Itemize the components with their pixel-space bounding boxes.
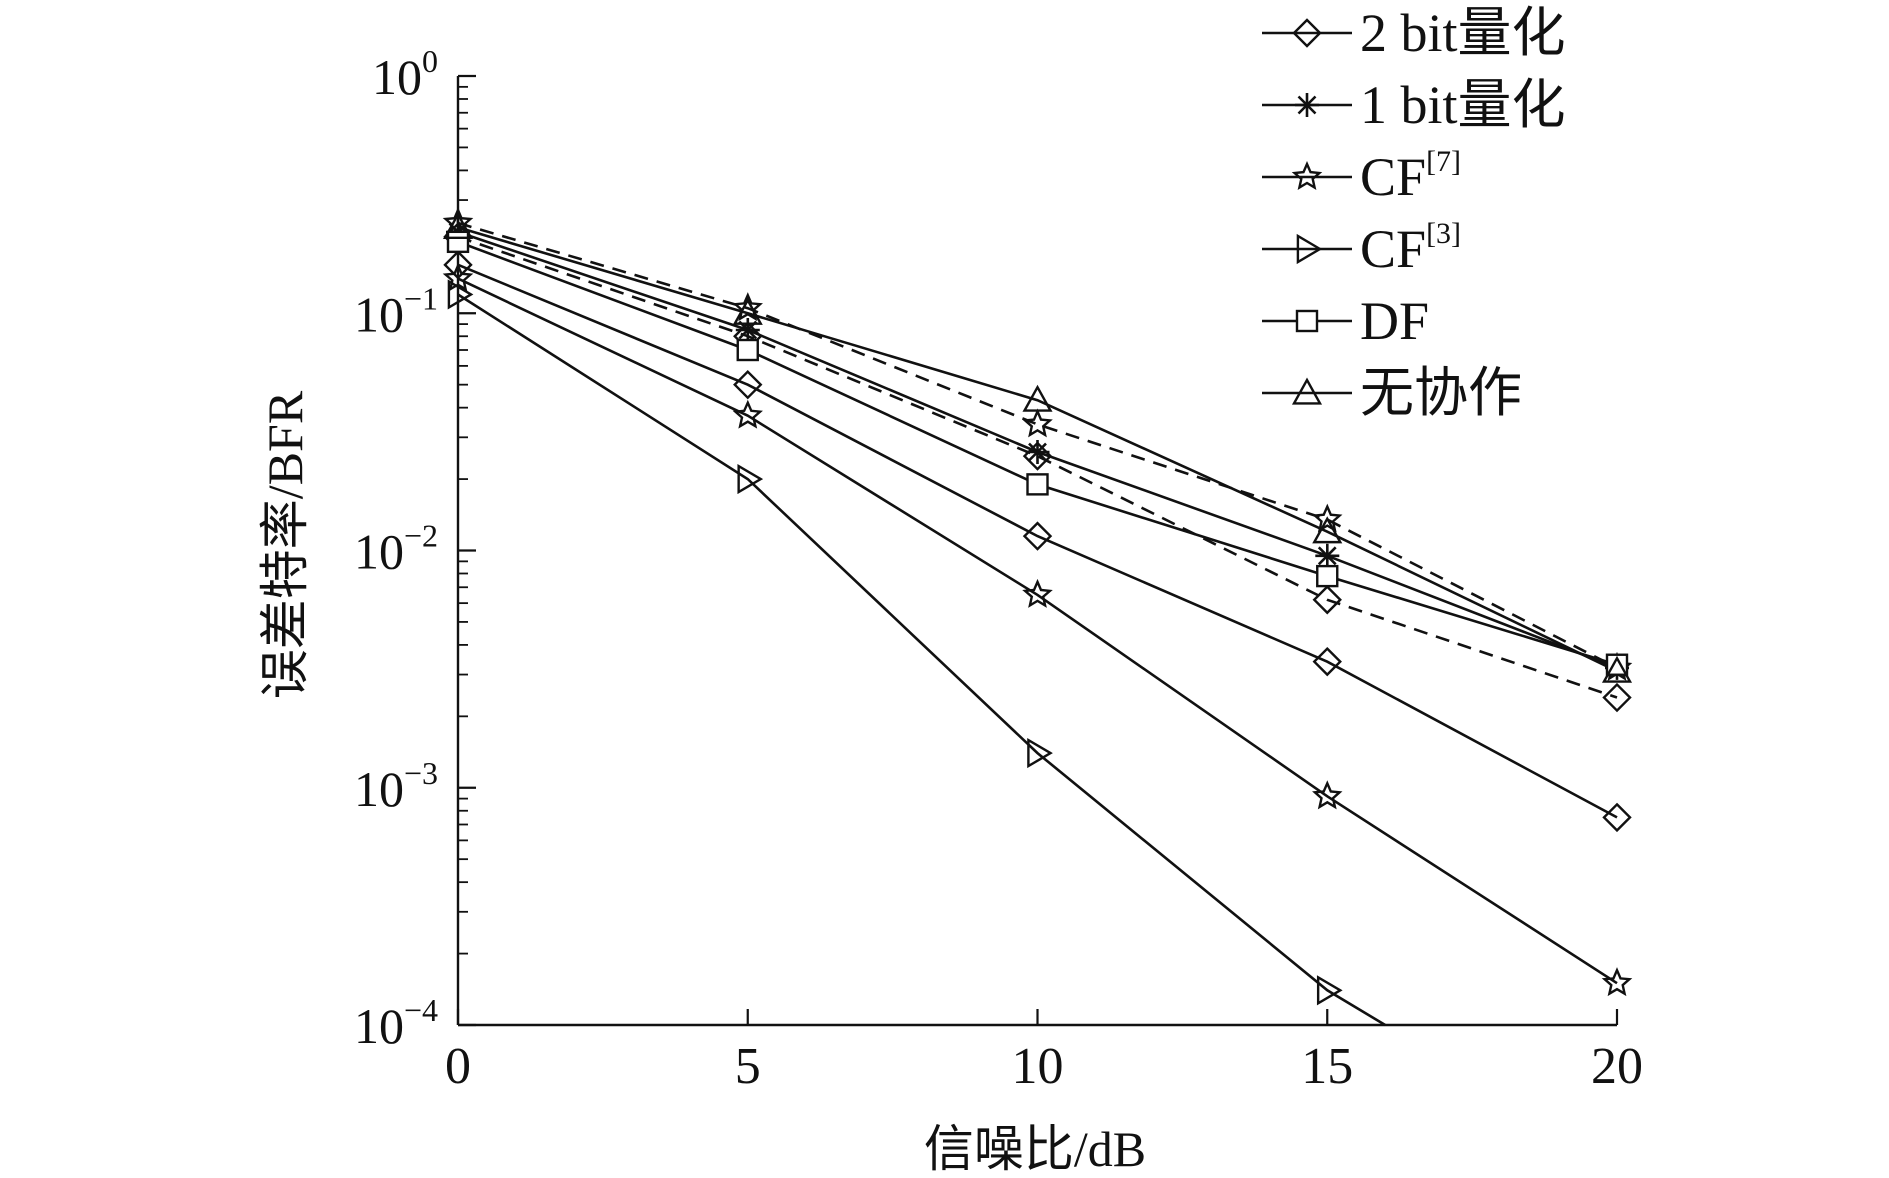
x-tick-label: 15 bbox=[1301, 1038, 1353, 1095]
y-tick-label: 10−2 bbox=[354, 518, 438, 580]
data-point-series bbox=[1312, 516, 1343, 544]
data-point-cf-3 bbox=[1316, 975, 1343, 1006]
data-point-1-bit bbox=[1025, 440, 1050, 464]
data-point-cf-7 bbox=[1022, 578, 1053, 608]
data-point-df bbox=[446, 230, 470, 254]
legend-label: 2 bit量化 bbox=[1360, 3, 1566, 63]
series-line-cf-3 bbox=[457, 293, 1386, 1027]
y-tick-exponent: −2 bbox=[404, 518, 438, 554]
legend-label: 1 bit量化 bbox=[1360, 75, 1566, 135]
legend-label-text: 2 bit量化 bbox=[1360, 3, 1566, 63]
legend-marker bbox=[1292, 18, 1322, 48]
legend-label-citation: [3] bbox=[1426, 217, 1461, 250]
data-point-2-bit bbox=[1312, 585, 1342, 615]
legend-item: 2 bit量化 bbox=[1262, 3, 1566, 63]
y-tick-label: 10−1 bbox=[354, 280, 438, 342]
asterisk-stroke bbox=[1317, 546, 1337, 566]
legend-label-text: 1 bit量化 bbox=[1360, 75, 1566, 135]
legend-label: CF[3] bbox=[1360, 217, 1461, 279]
data-point-cf-7 bbox=[732, 399, 763, 429]
data-point-series bbox=[732, 297, 763, 325]
legend-label-citation: [7] bbox=[1426, 145, 1461, 178]
series-line-2-bit bbox=[457, 263, 1618, 819]
y-axis-label: 误差特率/BFR bbox=[257, 390, 313, 699]
data-point-cf-7 bbox=[1022, 408, 1053, 438]
series-line-2-bit-dashed bbox=[457, 235, 1618, 699]
data-point-2-bit bbox=[1602, 682, 1632, 713]
data-point-series bbox=[1022, 384, 1053, 412]
legend-marker bbox=[1296, 233, 1323, 265]
data-point-df bbox=[736, 338, 759, 362]
legend-label-text: DF bbox=[1360, 291, 1429, 351]
y-tick-exponent: −3 bbox=[404, 755, 438, 791]
y-tick-label: 100 bbox=[372, 43, 438, 105]
data-point-cf-7 bbox=[732, 292, 763, 322]
y-tick-base: 10 bbox=[354, 524, 404, 580]
series-lines-group bbox=[457, 221, 1618, 1027]
data-point-2-bit bbox=[1312, 646, 1342, 677]
legend-item: CF[3] bbox=[1262, 217, 1461, 279]
y-tick-base: 10 bbox=[354, 286, 404, 342]
y-tick-base: 10 bbox=[372, 49, 422, 105]
x-tick-label: 0 bbox=[445, 1038, 471, 1095]
legend-label-text: CF bbox=[1360, 147, 1426, 207]
data-point-series bbox=[1601, 655, 1633, 683]
data-point-1-bit bbox=[1315, 543, 1340, 568]
legend-marker bbox=[1295, 93, 1319, 117]
data-point-df bbox=[1605, 653, 1629, 676]
legend-marker bbox=[1291, 160, 1323, 190]
series-line-series bbox=[457, 226, 1618, 673]
data-point-series bbox=[442, 211, 474, 240]
data-point-cf-7 bbox=[1312, 780, 1343, 810]
data-point-cf-7 bbox=[442, 262, 474, 292]
legend-label: 无协作 bbox=[1360, 363, 1522, 423]
y-tick-label: 10−3 bbox=[354, 755, 438, 817]
data-point-cf-7 bbox=[442, 206, 474, 237]
data-point-df bbox=[1026, 473, 1049, 496]
legend-marker bbox=[1295, 309, 1319, 333]
x-tick-label: 20 bbox=[1591, 1038, 1643, 1095]
data-point-2-bit bbox=[443, 250, 473, 280]
data-point-2-bit bbox=[1022, 521, 1053, 551]
series-markers-group bbox=[442, 206, 1633, 1006]
legend-marker bbox=[1291, 377, 1323, 405]
data-point-cf-3 bbox=[737, 463, 764, 495]
x-tick-label: 5 bbox=[735, 1038, 761, 1095]
legend-item: DF bbox=[1262, 291, 1429, 351]
data-point-2-bit bbox=[733, 369, 763, 400]
legend-label: CF[7] bbox=[1360, 145, 1461, 207]
legend-label-text: CF bbox=[1360, 219, 1426, 279]
legend-item: 无协作 bbox=[1262, 363, 1522, 423]
x-axis-label: 信噪比/dB bbox=[924, 1121, 1146, 1177]
legend-item: CF[7] bbox=[1262, 145, 1461, 207]
series-line-cf-7 bbox=[457, 277, 1618, 985]
legend-item: 1 bit量化 bbox=[1262, 75, 1566, 135]
legend-label-text: 无协作 bbox=[1360, 363, 1522, 423]
asterisk-stroke bbox=[1028, 442, 1047, 462]
asterisk-stroke bbox=[1297, 95, 1317, 115]
data-point-1-bit bbox=[735, 318, 760, 342]
data-point-2-bit bbox=[1602, 802, 1632, 833]
y-tick-exponent: −4 bbox=[404, 992, 438, 1028]
y-tick-label: 10−4 bbox=[354, 992, 438, 1054]
x-tick-label: 10 bbox=[1012, 1038, 1064, 1095]
y-tick-exponent: −1 bbox=[404, 280, 438, 316]
data-point-cf-7 bbox=[1601, 967, 1633, 997]
data-point-cf-3 bbox=[1027, 737, 1053, 769]
y-tick-exponent: 0 bbox=[422, 43, 438, 79]
legend-label: DF bbox=[1360, 291, 1429, 351]
data-point-cf-7 bbox=[1312, 503, 1343, 533]
y-tick-base: 10 bbox=[354, 761, 404, 817]
y-tick-base: 10 bbox=[354, 998, 404, 1054]
data-point-cf-3 bbox=[447, 279, 474, 310]
data-point-df bbox=[1316, 564, 1339, 588]
